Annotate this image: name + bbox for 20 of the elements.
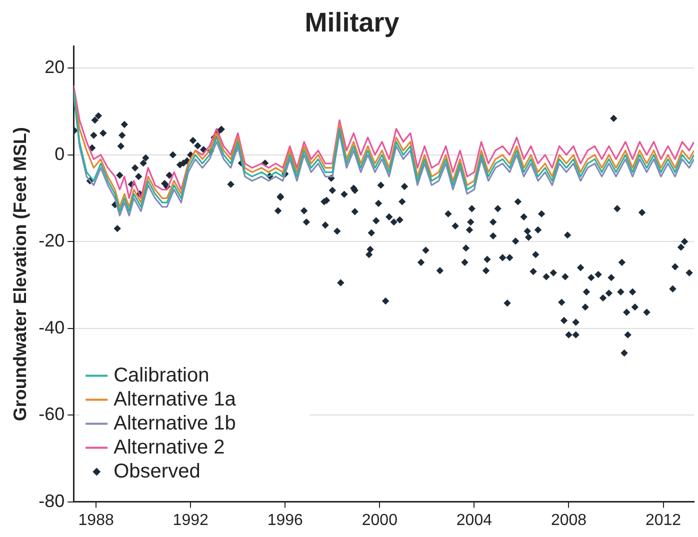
legend-label: Alternative 1a [114, 388, 237, 410]
y-tick-label: 20 [44, 57, 65, 78]
y-tick-label: -60 [38, 404, 65, 424]
legend-label: Observed [114, 460, 200, 482]
x-tick-label: 1988 [78, 512, 114, 529]
x-tick-label: 2000 [362, 512, 398, 529]
x-tick-label: 2008 [550, 512, 587, 529]
legend-label: Alternative 2 [114, 436, 225, 458]
x-tick-label: 1996 [267, 512, 304, 529]
y-tick-label: -80 [38, 490, 65, 511]
legend-label: Alternative 1b [114, 412, 236, 434]
chart-title: Military [304, 8, 400, 38]
y-tick-label: -40 [38, 317, 65, 338]
x-tick-label: 1992 [172, 512, 208, 529]
x-tick-label: 2004 [456, 512, 492, 529]
y-tick-label: 0 [54, 144, 65, 164]
y-axis-title: Groundwater Elevation (Feet MSL) [10, 127, 30, 422]
x-tick-label: 2012 [645, 512, 682, 529]
y-tick-label: -20 [38, 230, 65, 251]
legend-label: Calibration [114, 364, 210, 386]
